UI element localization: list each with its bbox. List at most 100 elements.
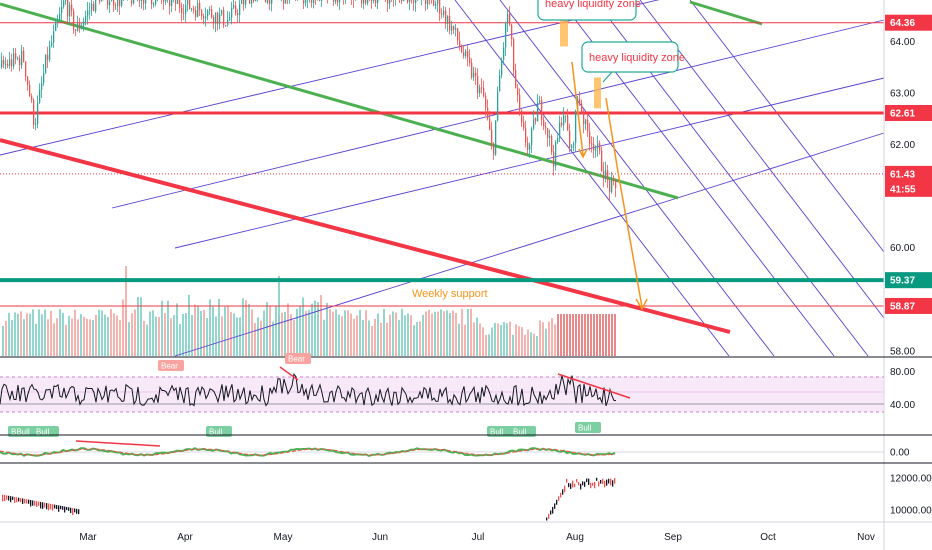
candle-body: [547, 128, 549, 138]
time-tick-label: Jul: [472, 532, 485, 543]
candle-body: [49, 45, 51, 60]
volume-bar: [203, 309, 205, 356]
candle-body: [155, 0, 157, 5]
price-tag-label: 59.37: [890, 276, 915, 287]
volume-bar: [95, 314, 97, 356]
candle-body: [559, 122, 561, 139]
candle-body: [59, 13, 61, 20]
time-axis[interactable]: Mar Apr May Jun Jul Aug Sep Oct Nov: [0, 521, 932, 543]
arrow-line: [571, 61, 584, 156]
candle-body: [569, 130, 571, 148]
time-tick-label: Sep: [664, 532, 682, 543]
oi-candle: [56, 504, 58, 510]
candle-body: [71, 4, 73, 11]
volume-bar: [347, 310, 349, 356]
volume-bar: [11, 320, 13, 356]
volume-bar: [308, 310, 310, 356]
oi-candle: [32, 500, 34, 506]
liquidity-callout-2-text: heavy liquidity zone: [589, 52, 685, 64]
volume-bar: [332, 311, 334, 356]
oi-candle: [592, 482, 594, 486]
candle-body: [11, 59, 13, 67]
volume-bar: [176, 303, 178, 356]
candle-body: [193, 8, 195, 10]
volume-bar: [143, 320, 145, 356]
candle-body: [89, 10, 91, 12]
candle-body: [39, 89, 41, 103]
volume-bar: [137, 297, 139, 356]
volume-bar: [368, 320, 370, 356]
volume-bar: [278, 276, 280, 356]
candle-body: [415, 0, 417, 3]
green-trend-line: [0, 2, 679, 200]
candle-body: [145, 0, 147, 4]
candle-body: [567, 115, 569, 131]
oi-candle: [608, 478, 610, 484]
oi-candle: [570, 483, 572, 489]
candle-body: [121, 0, 123, 6]
candle-body: [187, 0, 189, 5]
volume-bar: [356, 315, 358, 356]
arrow-line: [605, 97, 643, 308]
volume-bar: [527, 329, 529, 356]
candle-body: [413, 0, 415, 3]
candle-body: [311, 0, 313, 3]
volume-bar: [539, 320, 541, 356]
rsi-bear-divergence-line: [279, 366, 299, 381]
volume-bar: [98, 309, 100, 356]
volume-bar: [5, 320, 7, 356]
candle-body: [181, 7, 183, 13]
volume-bar: [353, 318, 355, 356]
candle-body: [427, 0, 429, 5]
volume-bar: [461, 308, 463, 356]
rsi-signal-badge: [510, 426, 536, 437]
volume-bar: [491, 327, 493, 356]
oi-candle: [40, 501, 42, 509]
candle-body: [465, 50, 467, 57]
price-candles: [1, 0, 617, 201]
volume-bar: [530, 332, 532, 356]
candle-body: [119, 0, 121, 6]
rsi-tick-label: 80.00: [890, 367, 915, 378]
channel-line: [639, 0, 885, 319]
oi-candle: [566, 478, 568, 483]
oi-candle: [58, 505, 60, 512]
price-tag-label: 64.36: [890, 18, 915, 29]
candle-body: [171, 0, 173, 7]
candle-body: [3, 60, 5, 65]
candle-body: [243, 0, 245, 5]
candle-body: [505, 23, 507, 48]
candle-body: [561, 122, 563, 126]
candle-body: [579, 98, 581, 104]
price-axis[interactable]: 64.00 63.00 62.00 60.00 58.00 64.36 62.61 61.4…: [883, 0, 932, 550]
candle-body: [115, 5, 117, 7]
candle-body: [5, 64, 7, 66]
volume-bar: [275, 306, 277, 356]
candle-body: [19, 58, 21, 66]
candle-body: [153, 4, 155, 6]
volume-bar: [521, 327, 523, 356]
candle-body: [517, 87, 519, 95]
volume-bar: [212, 306, 214, 356]
volume-bar: [503, 322, 505, 356]
oi-candle: [578, 481, 580, 486]
rsi-signal-badge: [158, 360, 184, 371]
candle-body: [539, 100, 541, 103]
candle-body: [507, 14, 509, 24]
candle-body: [599, 143, 601, 151]
oi-candle: [74, 508, 76, 513]
price-tick-label: 58.00: [890, 346, 915, 357]
candle-body: [91, 3, 93, 11]
oi-candle: [562, 489, 564, 495]
candle-body: [241, 0, 243, 4]
volume-bar: [548, 321, 550, 356]
candle-body: [377, 0, 379, 4]
candle-body: [1, 60, 3, 68]
volume-bar: [146, 324, 148, 356]
oi-candle: [62, 506, 64, 510]
volume-bar: [497, 323, 499, 356]
channel-line: [454, 0, 730, 357]
oi-candle: [558, 496, 560, 501]
volume-bar: [23, 319, 25, 356]
